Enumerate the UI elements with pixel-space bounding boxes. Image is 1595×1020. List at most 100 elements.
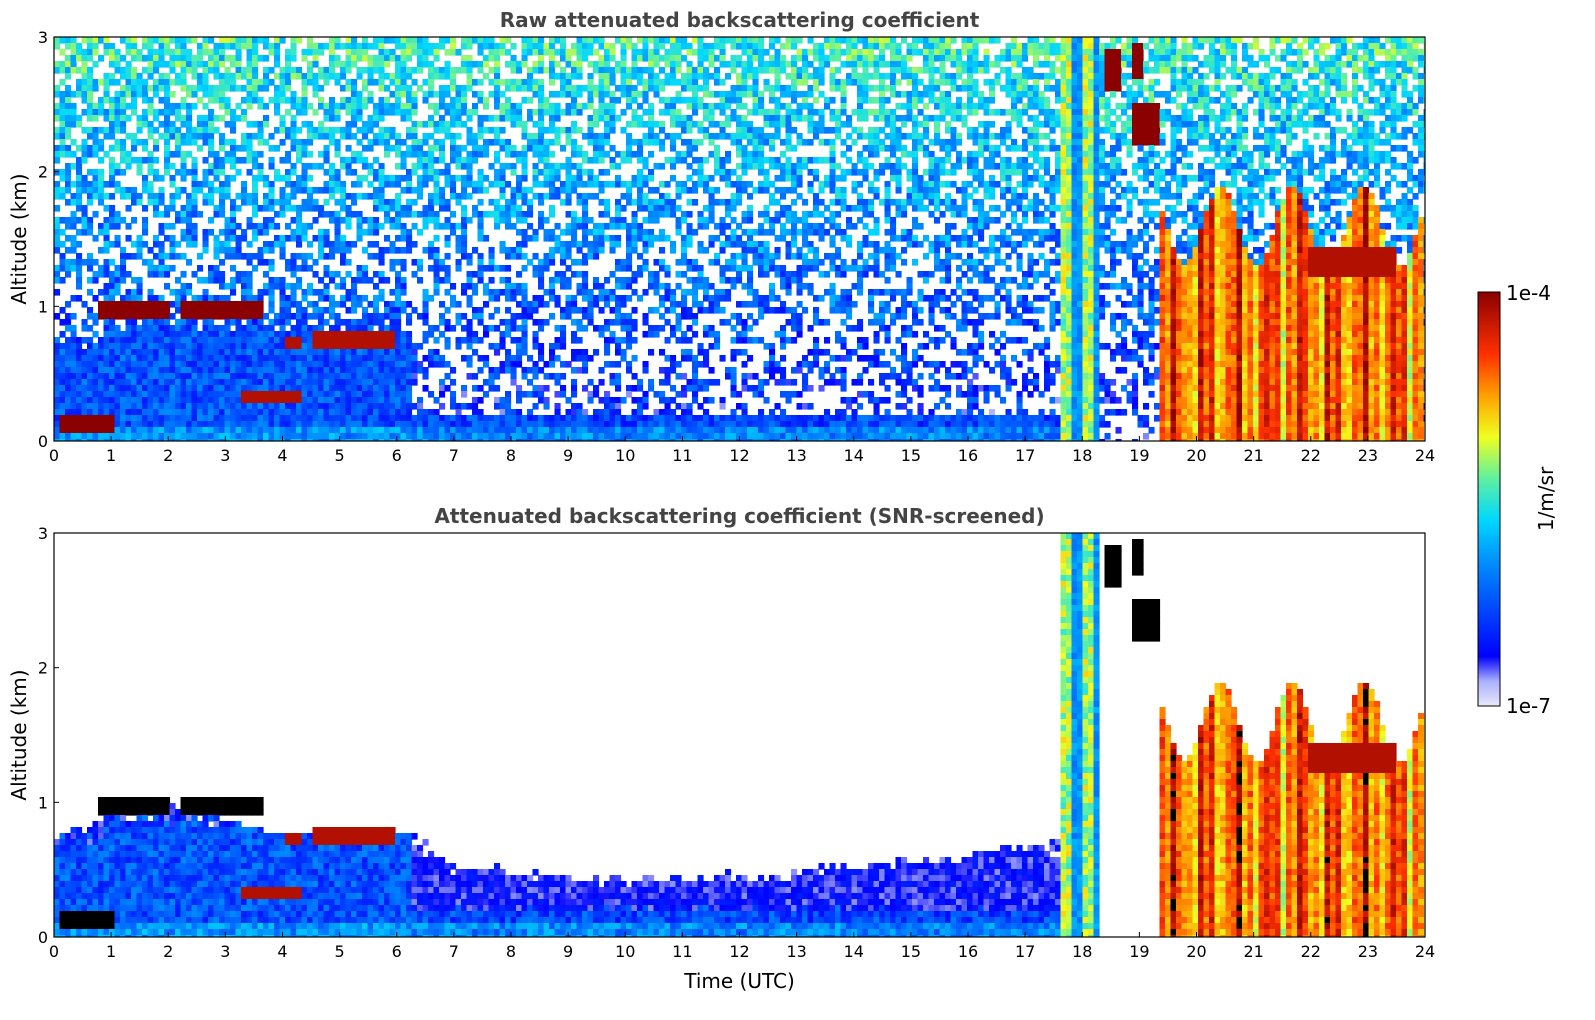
heatmap-cell <box>301 199 308 206</box>
heatmap-cell <box>219 391 226 398</box>
heatmap-cell <box>631 67 638 74</box>
heatmap-cell <box>70 385 77 392</box>
heatmap-cell <box>191 157 198 164</box>
heatmap-cell <box>367 163 374 170</box>
heatmap-cell <box>626 97 633 104</box>
heatmap-cell <box>532 307 539 314</box>
heatmap-cell <box>230 217 237 224</box>
heatmap-cell <box>637 439 644 441</box>
heatmap-cell <box>626 187 633 194</box>
heatmap-cell <box>450 139 457 146</box>
heatmap-cell <box>620 301 627 308</box>
heatmap-cell <box>532 229 539 236</box>
heatmap-cell <box>213 73 220 80</box>
heatmap-cell <box>103 349 110 356</box>
heatmap-cell <box>378 205 385 212</box>
heatmap-cell <box>329 301 336 308</box>
heatmap-cell <box>659 127 666 134</box>
heatmap-cell <box>142 175 149 182</box>
heatmap-cell <box>219 379 226 386</box>
heatmap-cell <box>461 145 468 152</box>
heatmap-cell <box>208 67 215 74</box>
heatmap-cell <box>235 313 242 320</box>
heatmap-cell <box>274 415 281 422</box>
heatmap-cell <box>70 433 77 440</box>
heatmap-cell <box>483 427 490 434</box>
heatmap-cell <box>312 73 319 80</box>
heatmap-cell <box>637 55 644 62</box>
heatmap-cell <box>246 151 253 158</box>
heatmap-cell <box>59 259 66 266</box>
heatmap-cell <box>543 439 550 441</box>
heatmap-cell <box>642 367 649 374</box>
heatmap-cell <box>274 145 281 152</box>
heatmap-cell <box>593 85 600 92</box>
heatmap-cell <box>81 139 88 146</box>
heatmap-cell <box>213 397 220 404</box>
heatmap-cell <box>351 295 358 302</box>
heatmap-cell <box>329 241 336 248</box>
heatmap-cell <box>169 151 176 158</box>
heatmap-cell <box>428 115 435 122</box>
heatmap-cell <box>235 439 242 441</box>
heatmap-cell <box>81 205 88 212</box>
heatmap-cell <box>279 97 286 104</box>
heatmap-cell <box>263 439 270 441</box>
heatmap-cell <box>532 427 539 434</box>
heatmap-cell <box>103 181 110 188</box>
heatmap-cell <box>307 61 314 68</box>
heatmap-cell <box>417 85 424 92</box>
heatmap-cell <box>538 277 545 284</box>
heatmap-cell <box>439 169 446 176</box>
heatmap-cell <box>202 241 209 248</box>
heatmap-cell <box>241 349 248 356</box>
heatmap-cell <box>318 241 325 248</box>
heatmap-cell <box>609 217 616 224</box>
heatmap-cell <box>65 97 72 104</box>
heatmap-cell <box>70 55 77 62</box>
heatmap-cell <box>197 187 204 194</box>
heatmap-cell <box>202 307 209 314</box>
heatmap-cell <box>494 205 501 212</box>
heatmap-cell <box>323 109 330 116</box>
heatmap-cell <box>81 157 88 164</box>
heatmap-cell <box>120 301 127 308</box>
heatmap-cell <box>131 379 138 386</box>
heatmap-cell <box>92 367 99 374</box>
heatmap-cell <box>329 427 336 434</box>
heatmap-cell <box>323 421 330 428</box>
heatmap-cell <box>65 61 72 68</box>
heatmap-cell <box>98 145 105 152</box>
heatmap-cell <box>351 337 358 344</box>
heatmap-cell <box>615 211 622 218</box>
heatmap-cell <box>268 373 275 380</box>
heatmap-cell <box>235 271 242 278</box>
heatmap-cell <box>285 127 292 134</box>
heatmap-cell <box>450 79 457 86</box>
heatmap-cell <box>422 163 429 170</box>
heatmap-cell <box>477 397 484 404</box>
heatmap-cell <box>186 355 193 362</box>
heatmap-cell <box>461 253 468 260</box>
heatmap-cell <box>395 91 402 98</box>
heatmap-cell <box>202 85 209 92</box>
heatmap-cell <box>70 139 77 146</box>
heatmap-cell <box>252 79 259 86</box>
heatmap-cell <box>329 361 336 368</box>
heatmap-cell <box>472 433 479 440</box>
heatmap-cell <box>422 415 429 422</box>
heatmap-cell <box>180 73 187 80</box>
heatmap-cell <box>230 307 237 314</box>
heatmap-cell <box>246 79 253 86</box>
heatmap-cell <box>362 343 369 350</box>
heatmap-cell <box>549 127 556 134</box>
heatmap-cell <box>230 397 237 404</box>
heatmap-cell <box>81 37 88 44</box>
heatmap-cell <box>521 49 528 56</box>
heatmap-cell <box>488 163 495 170</box>
heatmap-cell <box>164 109 171 116</box>
heatmap-cell <box>307 103 314 110</box>
heatmap-cell <box>516 115 523 122</box>
heatmap-cell <box>164 319 171 326</box>
heatmap-cell <box>560 109 567 116</box>
